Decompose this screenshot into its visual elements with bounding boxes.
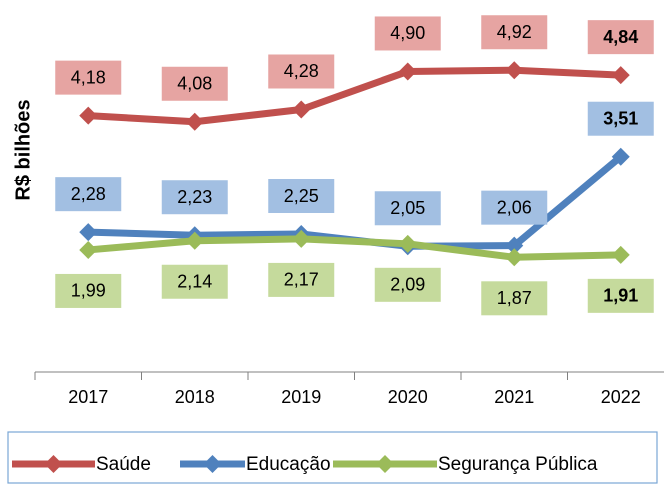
data-label-box	[587, 101, 654, 136]
data-label: 4,92	[497, 22, 532, 42]
legend-label: Educação	[246, 454, 331, 475]
data-label-box	[161, 264, 228, 299]
data-label-box	[587, 20, 654, 55]
data-label: 4,18	[71, 67, 106, 87]
data-label-box	[268, 262, 335, 297]
legend-box	[7, 431, 658, 484]
data-label: 2,14	[177, 271, 212, 291]
series-line	[88, 66, 621, 126]
series-line	[87, 235, 621, 261]
data-label: 1,87	[497, 288, 532, 308]
legend-label: Segurança Pública	[438, 454, 598, 475]
point	[611, 147, 630, 166]
x-tick-label: 2022	[601, 387, 641, 407]
point	[79, 106, 98, 125]
data-label-box	[161, 180, 228, 215]
data-label-box	[374, 16, 441, 51]
data-label: 2,06	[497, 197, 532, 217]
data-label-box	[268, 54, 335, 89]
x-tick-label: 2020	[388, 387, 428, 407]
data-label: 2,23	[177, 187, 212, 207]
x-tick-label: 2018	[175, 387, 215, 407]
point	[292, 100, 311, 119]
data-label-box	[587, 278, 654, 313]
data-label: 4,28	[284, 61, 319, 81]
point	[292, 229, 311, 248]
data-label-box	[268, 179, 335, 213]
data-label: 2,09	[390, 275, 425, 295]
point	[79, 240, 98, 259]
point	[398, 62, 417, 81]
data-label: 4,08	[177, 74, 212, 94]
data-label: 2,17	[284, 270, 319, 290]
data-label: 2,05	[390, 198, 425, 218]
data-label-box	[481, 190, 548, 225]
data-label: 3,51	[603, 108, 638, 128]
x-tick-label: 2019	[281, 387, 321, 407]
point	[505, 236, 524, 255]
data-label: 1,91	[603, 286, 638, 306]
legend-label: Saúde	[96, 454, 151, 475]
data-label-box	[374, 267, 441, 302]
point	[398, 234, 417, 253]
point	[505, 61, 524, 80]
point	[505, 248, 524, 267]
point	[79, 223, 98, 242]
point	[185, 112, 204, 131]
data-label-box	[55, 273, 122, 308]
point	[185, 231, 204, 250]
data-label-box	[481, 281, 548, 316]
legend-marker	[203, 455, 222, 473]
data-label: 2,25	[284, 186, 319, 206]
data-label-box	[481, 15, 548, 50]
data-label-box	[161, 66, 228, 101]
data-label: 2,28	[71, 184, 106, 204]
data-label: 4,90	[390, 23, 425, 43]
point	[611, 66, 630, 85]
y-axis-label: R$ bilhões	[12, 99, 34, 200]
x-tick-label: 2021	[494, 387, 534, 407]
x-tick-label: 2017	[68, 387, 108, 407]
data-label-box	[55, 177, 122, 212]
data-label: 4,84	[603, 27, 638, 47]
legend-marker	[44, 455, 63, 473]
data-label: 1,99	[71, 281, 106, 301]
data-label-box	[55, 60, 122, 95]
point	[611, 245, 630, 264]
data-label-box	[374, 191, 441, 226]
legend-marker	[376, 455, 394, 473]
